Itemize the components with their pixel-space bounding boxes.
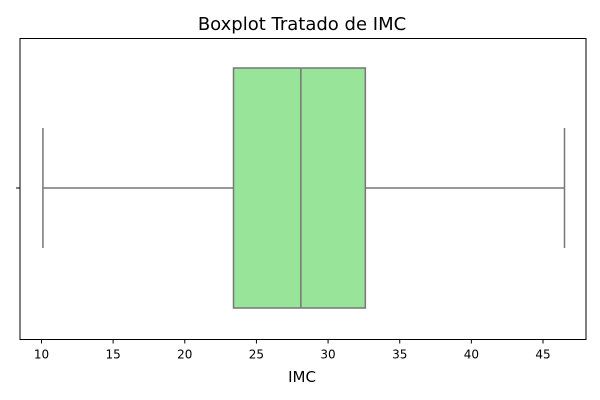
x-axis-ticks: 10 15 20 25 30 35 40 45 <box>34 339 551 362</box>
x-tick-label: 15 <box>105 348 120 362</box>
x-tick-label: 20 <box>177 348 192 362</box>
x-tick-label: 35 <box>392 348 407 362</box>
chart-title: Boxplot Tratado de IMC <box>198 14 406 35</box>
x-tick-label: 45 <box>535 348 550 362</box>
plot-area-frame <box>19 38 587 340</box>
x-tick-label: 40 <box>464 348 479 362</box>
iqr-box <box>232 67 367 309</box>
x-tick-label: 25 <box>249 348 264 362</box>
x-tick-label: 10 <box>34 348 49 362</box>
x-axis-label: IMC <box>288 368 316 386</box>
x-tick-label: 30 <box>320 348 335 362</box>
